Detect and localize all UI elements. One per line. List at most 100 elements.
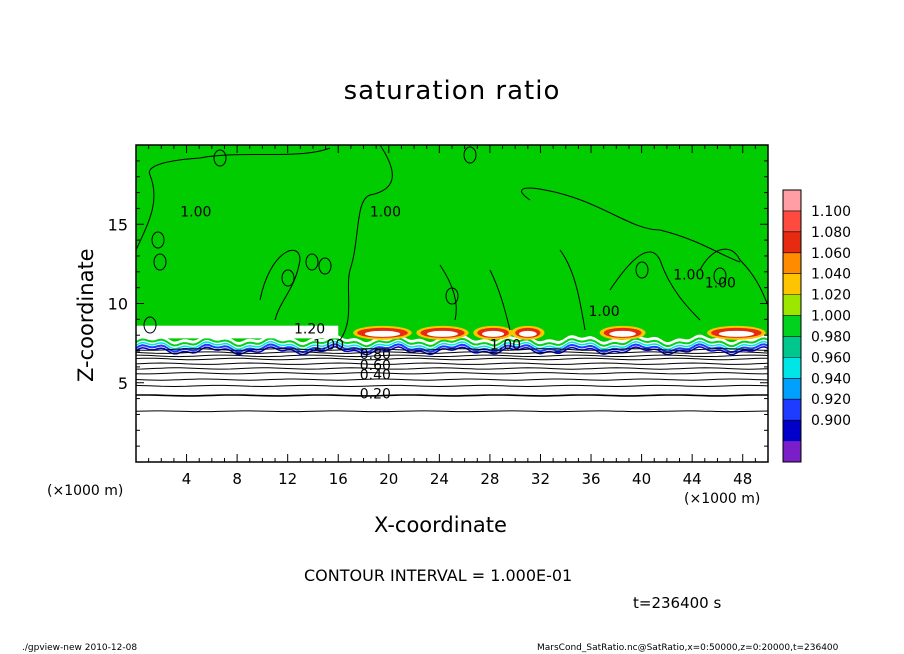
isoline (136, 362, 768, 365)
supersaturated-patch-center (427, 330, 459, 337)
isoline-cell (213, 149, 227, 167)
colorbar-level-label: 1.000 (811, 309, 851, 325)
supersaturated-patch-center (718, 330, 755, 337)
subsaturation-band-3 (136, 346, 768, 356)
isoline-cell (318, 257, 332, 275)
contour-label: 1.00 (180, 204, 211, 220)
colorbar-level-label: 0.920 (811, 392, 851, 408)
colorbar-level-label: 1.100 (811, 204, 851, 220)
colorbar-level-label: 1.060 (811, 246, 851, 262)
isoline-cell (463, 146, 477, 164)
isoline-1-00 (609, 251, 701, 321)
isoline-cell (445, 287, 459, 305)
x-tick-label: 4 (182, 470, 192, 488)
colorbar-level-label: 1.040 (811, 267, 851, 283)
colorbar-level-label: 1.080 (811, 225, 851, 241)
x-tick-label: 44 (683, 470, 702, 488)
contour-label: 0.20 (360, 387, 391, 403)
isoline (136, 367, 768, 370)
colorbar-swatch (783, 357, 801, 379)
x-tick-label: 12 (278, 470, 297, 488)
colorbar-swatch (783, 273, 801, 296)
x-axis-label: X-coordinate (374, 513, 507, 537)
colorbar-border (782, 189, 802, 463)
isoline-1-00 (521, 187, 741, 263)
supersaturated-patch-center (518, 330, 537, 337)
chart-title: saturation ratio (343, 76, 561, 106)
x-tick-label: 32 (531, 470, 550, 488)
x-tick-label: 48 (733, 470, 752, 488)
contour-label: 1.00 (705, 276, 736, 292)
y-tick-label: 10 (108, 295, 128, 314)
colorbar-swatch (783, 441, 801, 463)
supersaturated-patch-center (609, 330, 636, 337)
colorbar-level-label: 0.960 (811, 350, 851, 366)
colorbar-swatch (783, 315, 801, 337)
isoline (136, 351, 768, 354)
isoline (136, 348, 768, 351)
isoline-1-00 (699, 248, 768, 306)
colorbar-level-label: 0.900 (811, 413, 851, 429)
contour-label: 0.80 (360, 347, 391, 363)
supersaturated-layer-left (136, 325, 339, 339)
colorbar-swatch (783, 210, 801, 233)
isoline (136, 372, 768, 375)
isoline-cell (713, 267, 727, 285)
contour-interval: CONTOUR INTERVAL = 1.000E-01 (304, 566, 573, 585)
isoline-1-00 (489, 269, 511, 331)
x-tick-label: 20 (379, 470, 398, 488)
y-tick-label: 5 (118, 374, 128, 393)
isoline (136, 384, 768, 388)
x-unit-label-left: (×1000 m) (47, 483, 124, 499)
isoline-1-00 (259, 250, 301, 321)
supersaturated-patch-center (482, 330, 505, 337)
colorbar-level-label: 0.980 (811, 329, 851, 345)
colorbar-swatch (783, 336, 801, 358)
time-label: t=236400 s (633, 594, 722, 612)
isoline-cell (153, 253, 167, 271)
x-tick-label: 28 (480, 470, 499, 488)
x-tick-label: 16 (329, 470, 348, 488)
isoline (136, 394, 768, 397)
colorbar-swatch (783, 190, 801, 212)
contour-label: 1.00 (370, 204, 401, 220)
colorbar-swatch (783, 420, 801, 442)
isoline (136, 378, 768, 381)
contour-label: 0.40 (360, 368, 391, 384)
isoline-cell (635, 261, 649, 279)
x-tick-label: 40 (632, 470, 651, 488)
isoline (136, 410, 768, 413)
subsaturation-band-1 (136, 340, 768, 351)
colorbar-swatch (783, 252, 801, 275)
contour-label: 1.20 (294, 322, 325, 338)
isoline-1-00 (559, 249, 586, 331)
isoline-cell (281, 269, 295, 287)
contour-label: 0.60 (360, 358, 391, 374)
contour-label: 1.00 (589, 304, 620, 320)
contour-label: 1.00 (673, 268, 704, 284)
x-unit-label-right: (×1000 m) (684, 491, 761, 507)
colorbar-level-label: 0.940 (811, 371, 851, 387)
isoline-1-00 (439, 264, 457, 321)
isoline-cell (151, 231, 165, 249)
colorbar-swatch (783, 294, 801, 317)
plot-area: 1.00 1.001.001.00 1.001.201.00 1.000.800.60… (136, 145, 768, 462)
contour-label: 1.00 (313, 337, 344, 353)
isoline (136, 354, 768, 358)
footer-program-date: ./gpview-new 2010-12-08 (22, 643, 138, 653)
colorbar-swatch (783, 399, 801, 421)
isoline-1-00 (136, 147, 331, 251)
supersaturated-patch-center (364, 330, 401, 337)
colorbar-level-label: 1.020 (811, 288, 851, 304)
contour-label: 1.00 (490, 337, 521, 353)
isoline-cell (305, 253, 319, 271)
subsaturation-band-0 (136, 337, 768, 348)
saturated-region (136, 145, 768, 343)
isoline (136, 357, 768, 361)
x-tick-label: 36 (581, 470, 600, 488)
footer-data-source: MarsCond_SatRatio.nc@SatRatio,x=0:50000,… (537, 643, 839, 653)
y-axis-label: Z-coordinate (74, 248, 98, 382)
x-tick-label: 24 (430, 470, 449, 488)
